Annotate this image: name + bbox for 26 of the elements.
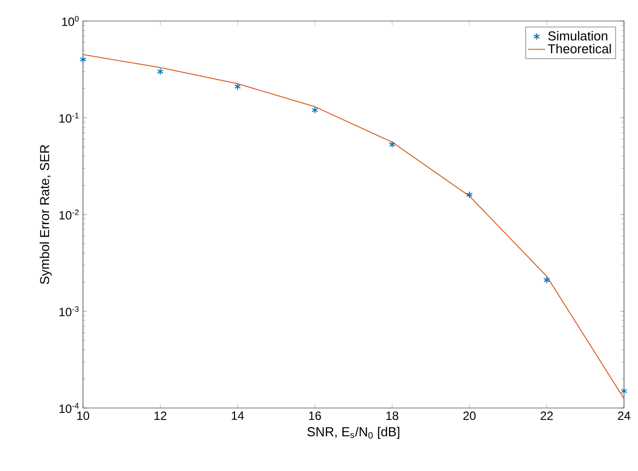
x-tick-label: 22	[540, 412, 553, 420]
line-series	[83, 54, 624, 400]
y-tick-label: 10$^{-4}$	[60, 403, 79, 413]
point	[543, 276, 550, 284]
x-tick-label: 14	[232, 412, 244, 420]
x-tick-label: 24	[618, 412, 630, 420]
legend-label: Simulation	[548, 30, 608, 41]
x-tick-label: 16	[309, 412, 321, 420]
x-tick-label: 20	[463, 412, 476, 420]
legend-label: Theoretical	[548, 44, 611, 54]
x-tick-label: 10	[77, 412, 90, 420]
point	[80, 56, 86, 64]
x-tick-label: 12	[154, 412, 166, 420]
y-axis-title: Symbol Error Rate, SER	[40, 144, 52, 284]
point	[312, 106, 318, 114]
y-tick-label: 10$^{-3}$	[60, 306, 79, 316]
y-tick-label: 10$^{-2}$	[60, 210, 79, 220]
x-axis-title: SNR, E$_{s}$/N$_{0}$ [dB]	[307, 426, 400, 439]
point	[388, 140, 396, 148]
point	[466, 191, 473, 198]
y-tick-label: 10$^{0}$	[62, 16, 79, 26]
point	[620, 387, 628, 395]
y-tick-label: 10$^{-1}$	[60, 112, 79, 123]
point	[157, 68, 164, 76]
x-tick-label: 18	[386, 412, 398, 420]
point	[234, 82, 241, 90]
